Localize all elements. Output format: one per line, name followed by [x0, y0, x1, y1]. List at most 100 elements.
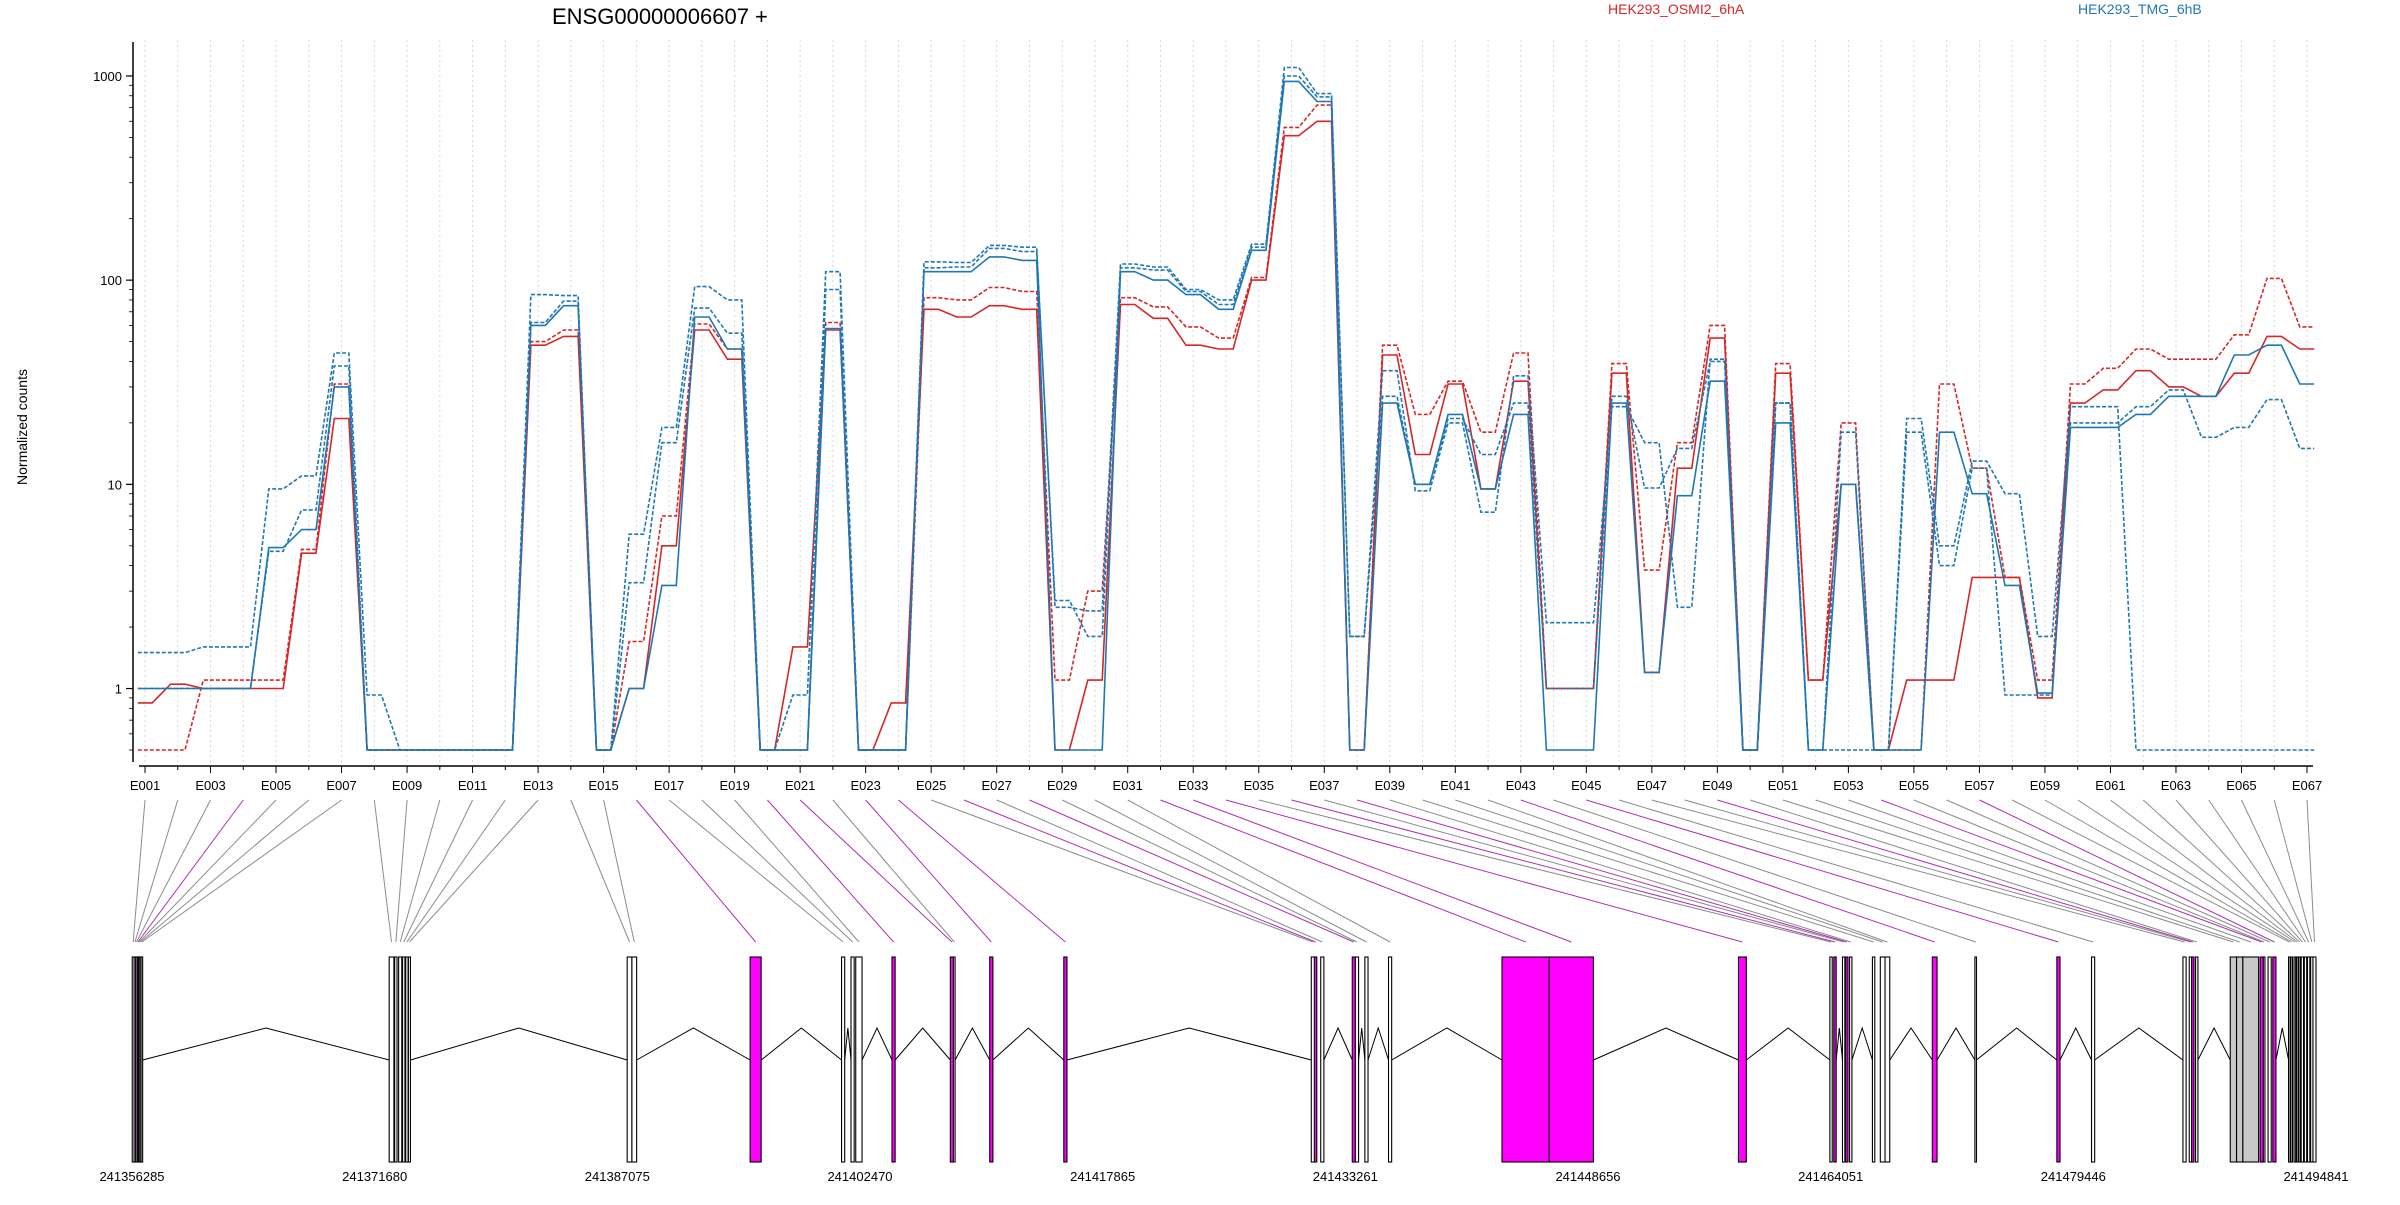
intron-line — [954, 1026, 991, 1061]
exon-connector — [1061, 799, 1358, 943]
series-line — [137, 66, 2315, 751]
exon-box — [2290, 956, 2294, 1163]
exon-connector — [395, 799, 408, 943]
exon-connector — [1291, 799, 1836, 943]
exon-connector — [2175, 799, 2303, 943]
exon-connector — [635, 799, 757, 943]
exon-box — [388, 956, 395, 1163]
intron-line — [1066, 1027, 1312, 1061]
exon-box — [952, 956, 956, 1163]
exon-connector — [799, 799, 953, 943]
exon-connector — [2208, 799, 2306, 943]
exon-box — [2235, 956, 2244, 1163]
exon-tick-label: E005 — [261, 778, 291, 793]
intron-line — [1976, 1027, 2058, 1061]
exon-box — [407, 956, 411, 1163]
series-line — [137, 75, 2315, 751]
exon-box — [1841, 956, 1846, 1163]
exon-connector — [2273, 799, 2313, 943]
exon-connector — [1225, 799, 1743, 943]
exon-box — [2267, 956, 2272, 1163]
exon-connector — [132, 799, 146, 943]
coordinate-label: 241448656 — [1555, 1169, 1620, 1184]
coordinate-label: 241494841 — [2283, 1169, 2348, 1184]
exon-box — [140, 956, 144, 1163]
exon-box — [1501, 956, 1550, 1163]
intron-line — [1593, 1027, 1739, 1061]
exon-box — [1364, 956, 1369, 1163]
exon-connector — [2241, 799, 2310, 943]
exon-connector — [1749, 799, 2197, 943]
exon-box — [1974, 956, 1978, 1163]
coordinate-label: 241356285 — [99, 1169, 164, 1184]
coordinate-label: 241433261 — [1313, 1169, 1378, 1184]
exon-connector — [2077, 799, 2296, 943]
exon-tick-label: E065 — [2226, 778, 2256, 793]
exon-tick-label: E059 — [2030, 778, 2060, 793]
exon-connector — [1913, 799, 2265, 943]
coordinate-label: 241464051 — [1798, 1169, 1863, 1184]
exon-box — [2262, 956, 2266, 1163]
intron-line — [1746, 1027, 1831, 1061]
coordinate-label: 241387075 — [585, 1169, 650, 1184]
exon-connector — [1553, 799, 1976, 943]
exon-box — [405, 956, 409, 1163]
exon-connector — [1193, 799, 1572, 943]
exon-box — [855, 956, 863, 1163]
exon-box — [850, 956, 855, 1163]
legend-entry-tmg: HEK293_TMG_6hB — [2078, 1, 2202, 17]
exon-connector — [1160, 799, 1526, 943]
intron-line — [1936, 1027, 1976, 1061]
exon-connector — [734, 799, 860, 943]
exon-box — [2303, 956, 2308, 1163]
exon-box — [2306, 956, 2311, 1163]
exon-connector — [137, 799, 244, 943]
intron-line — [760, 1027, 842, 1061]
exon-connector-lines — [132, 799, 2315, 943]
exon-box — [1833, 956, 1837, 1163]
exon-connector — [603, 799, 635, 943]
exon-connector — [2142, 799, 2300, 943]
exon-connector — [409, 799, 539, 943]
exon-connector — [898, 799, 1066, 943]
y-tick-label: 1000 — [93, 69, 122, 84]
exon-box — [1871, 956, 1876, 1163]
intron-line — [1835, 1027, 1843, 1061]
exon-tick-label: E057 — [1964, 778, 1994, 793]
series-lines — [137, 66, 2315, 751]
exon-box — [2056, 956, 2061, 1163]
exon-box — [2195, 956, 2199, 1163]
exon-tick-label: E029 — [1047, 778, 1077, 793]
exon-box — [989, 956, 994, 1163]
intron-line — [2059, 1026, 2092, 1061]
exon-box — [1063, 956, 1068, 1163]
exon-tick-label: E043 — [1506, 778, 1536, 793]
exon-connector — [1782, 799, 2234, 943]
exon-tick-label: E025 — [916, 778, 946, 793]
exon-box — [1829, 956, 1833, 1163]
y-axis-label: Normalized counts — [14, 369, 30, 485]
exon-connector — [140, 799, 310, 943]
exon-connector — [1717, 799, 2193, 943]
exon-box — [1313, 956, 1318, 1163]
exon-box — [394, 956, 398, 1163]
intron-line — [844, 1027, 852, 1061]
exon-connector — [1455, 799, 1883, 943]
chart-title: ENSG00000006607 + — [552, 4, 768, 29]
exon-connector — [403, 799, 474, 943]
exon-connector — [136, 799, 211, 943]
exon-box — [2191, 956, 2195, 1163]
exon-connector — [832, 799, 955, 943]
exon-box — [1320, 956, 1325, 1163]
exon-connector — [141, 799, 342, 943]
vertical-gridlines — [144, 40, 2308, 762]
exon-box — [2242, 956, 2260, 1163]
exon-tick-label: E067 — [2292, 778, 2322, 793]
exon-connector — [1880, 799, 2262, 943]
exon-box — [891, 956, 896, 1163]
exon-connector — [406, 799, 506, 943]
exon-connector — [134, 799, 179, 943]
exon-tick-label: E039 — [1375, 778, 1405, 793]
exon-box — [2288, 956, 2291, 1163]
